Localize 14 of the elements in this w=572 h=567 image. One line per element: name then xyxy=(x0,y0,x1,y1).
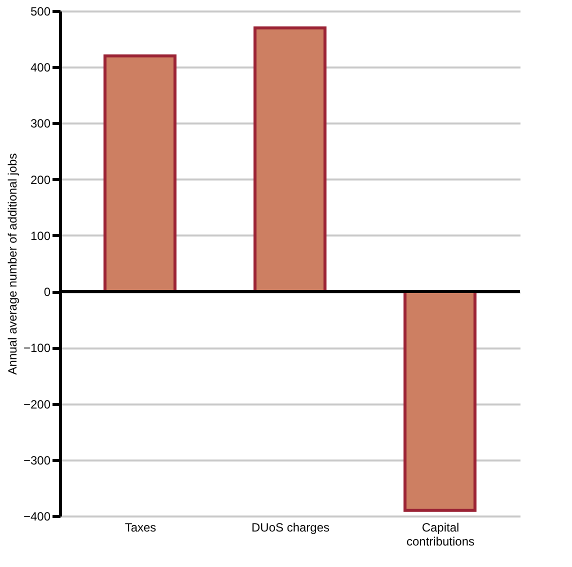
y-tick-label: 500 xyxy=(30,4,51,18)
y-tick-label: 400 xyxy=(30,60,51,75)
x-tick-label: DUoS charges xyxy=(251,520,330,534)
y-tick-label: −300 xyxy=(23,453,51,468)
y-tick-label: −400 xyxy=(23,510,51,524)
y-tick-label: −200 xyxy=(23,397,51,412)
y-axis-title: Annual average number of additional jobs xyxy=(5,153,20,375)
x-tick-label: Taxes xyxy=(124,520,156,534)
y-tick-label: −100 xyxy=(23,341,51,356)
y-tick-label: 300 xyxy=(30,116,51,131)
y-tick-label: 0 xyxy=(44,285,51,300)
y-tick-label: 100 xyxy=(30,228,51,243)
x-tick-label: Capital contributions xyxy=(406,520,475,548)
y-tick-label: 200 xyxy=(30,172,51,187)
